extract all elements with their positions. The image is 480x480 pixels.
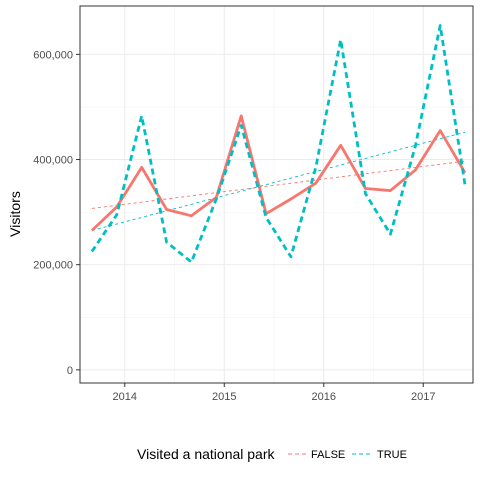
y-tick-label: 200,000 xyxy=(33,260,73,272)
x-axis: 2014 2015 2016 2017 xyxy=(113,383,435,403)
trend-lines xyxy=(91,131,466,231)
legend: Visited a national park FALSE TRUE xyxy=(137,446,407,462)
trend-line-false xyxy=(91,160,466,209)
panel-border xyxy=(79,5,474,384)
x-tick-label: 2017 xyxy=(411,391,435,403)
series-line-false xyxy=(90,114,467,232)
legend-label-true: TRUE xyxy=(377,449,407,461)
series-lines xyxy=(90,24,467,264)
series-line-true xyxy=(90,24,467,264)
y-tick-label: 400,000 xyxy=(33,155,73,167)
x-tick-label: 2014 xyxy=(113,391,137,403)
y-tick-label: 0 xyxy=(67,365,73,377)
y-tick-label: 600,000 xyxy=(33,49,73,61)
major-gridlines xyxy=(80,6,473,383)
x-tick-label: 2015 xyxy=(212,391,236,403)
y-axis-title: Visitors xyxy=(7,191,23,237)
legend-title: Visited a national park xyxy=(137,446,275,462)
y-axis: 0 200,000 400,000 600,000 xyxy=(33,49,80,377)
x-tick-label: 2016 xyxy=(312,391,336,403)
trend-line-true xyxy=(91,131,466,231)
legend-label-false: FALSE xyxy=(311,449,345,461)
minor-gridlines xyxy=(80,6,473,383)
